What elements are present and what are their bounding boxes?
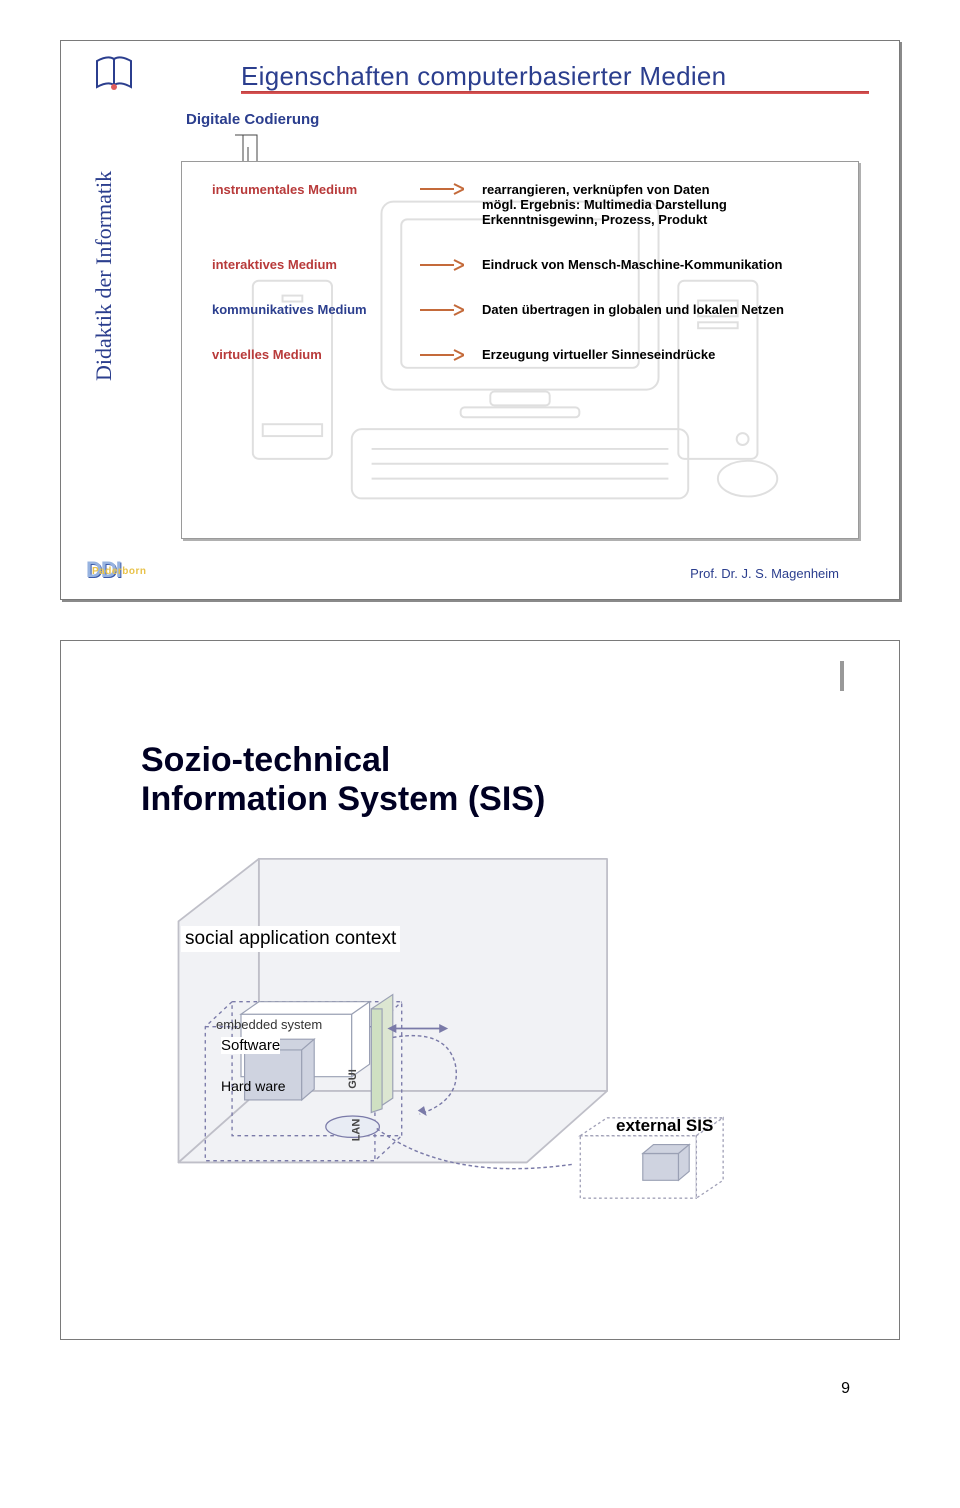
- label-social-context: social application context: [181, 926, 400, 952]
- row-desc: Daten übertragen in globalen und lokalen…: [482, 302, 838, 317]
- arrow-icon: [420, 303, 464, 317]
- desc-line: mögl. Ergebnis: Multimedia Darstellung: [482, 197, 727, 212]
- content-box: instrumentales Medium rearrangieren, ver…: [181, 161, 859, 539]
- sis-diagram: [101, 841, 881, 1340]
- media-row: kommunikatives Medium Daten übertragen i…: [212, 302, 838, 317]
- media-row: instrumentales Medium rearrangieren, ver…: [212, 182, 838, 227]
- row-label: kommunikatives Medium: [212, 302, 402, 317]
- row-label: virtuelles Medium: [212, 347, 402, 362]
- side-label: Didaktik der Informatik: [91, 171, 117, 381]
- title-underline: [241, 91, 869, 94]
- badge-sub: Paderborn: [92, 567, 147, 577]
- media-row: interaktives Medium Eindruck von Mensch-…: [212, 257, 838, 272]
- row-label: instrumentales Medium: [212, 182, 402, 197]
- title-line: Sozio-technical: [141, 741, 390, 779]
- slide-media-properties: Eigenschaften computerbasierter Medien D…: [60, 40, 900, 600]
- page-number: 9: [60, 1380, 900, 1398]
- title-line: Information System (SIS): [141, 780, 545, 818]
- arrow-icon: [420, 182, 464, 196]
- row-desc: Erzeugung virtueller Sinneseindrücke: [482, 347, 838, 362]
- media-row: virtuelles Medium Erzeugung virtueller S…: [212, 347, 838, 362]
- slide-sis: Sozio-technical Information System (SIS): [60, 640, 900, 1340]
- row-label: interaktives Medium: [212, 257, 402, 272]
- label-embedded: embedded system: [216, 1017, 322, 1032]
- label-software: Software: [221, 1037, 280, 1054]
- slide-title: Eigenschaften computerbasierter Medien: [241, 61, 869, 92]
- logo-icon: [91, 51, 137, 102]
- label-external: external SIS: [616, 1116, 713, 1136]
- row-desc: Eindruck von Mensch-Maschine-Kommunikati…: [482, 257, 838, 272]
- label-lan: LAN: [350, 1119, 362, 1142]
- footer-author: Prof. Dr. J. S. Magenheim: [690, 566, 839, 581]
- arrow-icon: [420, 348, 464, 362]
- label-gui: GUI: [347, 1069, 359, 1089]
- row-desc: rearrangieren, verknüpfen von Daten mögl…: [482, 182, 838, 227]
- sis-title: Sozio-technical Information System (SIS): [141, 741, 545, 819]
- desc-line: Erkenntnisgewinn, Prozess, Produkt: [482, 212, 707, 227]
- arrow-icon: [420, 258, 464, 272]
- slide-subtitle: Digitale Codierung: [186, 111, 319, 128]
- ddi-badge: DDI Paderborn: [86, 559, 121, 581]
- desc-line: rearrangieren, verknüpfen von Daten: [482, 182, 710, 197]
- label-hardware: Hard ware: [221, 1079, 286, 1093]
